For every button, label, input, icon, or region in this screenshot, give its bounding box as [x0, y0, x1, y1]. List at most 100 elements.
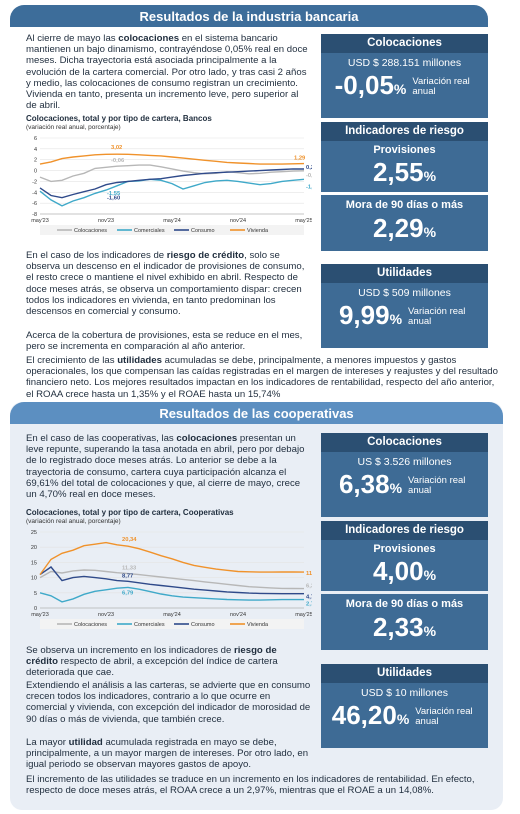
text-run: presentan un leve repunte, superando la …	[26, 433, 305, 501]
x-tick-label: nov'24	[230, 218, 246, 224]
card-subtitle: Mora de 90 días o más	[345, 598, 464, 610]
x-tick-label: may'25	[295, 612, 312, 618]
card-subtitle: Provisiones	[373, 144, 436, 156]
legend-label: Comerciales	[134, 228, 165, 234]
data-label: -0,06	[111, 158, 125, 164]
series-line-comerciales	[39, 586, 304, 603]
text-run: acumulada registrada en mayo se debe, pr…	[26, 737, 309, 771]
text-run: , solo se observa un descenso en el indi…	[26, 250, 305, 318]
card-value: -0,05%	[334, 70, 407, 100]
text-run: en el sistema bancario mantienen un bajo…	[26, 33, 308, 112]
bank-risk-paragraph: En el caso de los indicadores de riesgo …	[26, 250, 311, 317]
card-value: 2,55%	[372, 157, 437, 187]
coop-section-header: Resultados de las cooperativas	[10, 402, 503, 424]
coop-mora-card: Mora de 90 días o más 2,33%	[321, 594, 488, 650]
bold-text: utilidad	[68, 737, 103, 748]
y-tick-label: 15	[31, 560, 37, 566]
data-label: 20,34	[122, 537, 137, 543]
bank-utilidades-card: Utilidades USD $ 509 millones 9,99% Vari…	[321, 264, 488, 348]
text-run: Al cierre de mayo las	[26, 33, 119, 44]
coop-utilities-paragraph: La mayor utilidad acumulada registrada e…	[26, 737, 311, 771]
data-label: -1,60	[107, 196, 120, 202]
text-run: En el caso de las cooperativas, las	[26, 433, 177, 444]
coop-colocaciones-card: Colocaciones US $ 3.526 millones 6,38% V…	[321, 433, 488, 517]
data-label: 11,33	[122, 566, 137, 572]
card-title: Utilidades	[321, 664, 488, 683]
card-title: Colocaciones	[321, 34, 488, 53]
card-value-label: Variación real anual	[408, 475, 466, 496]
card-subtitle: Provisiones	[373, 543, 436, 555]
y-tick-label: 4	[34, 147, 37, 153]
x-tick-label: may'24	[163, 218, 181, 224]
data-label: 3,02	[111, 145, 122, 151]
bank-section-title: Resultados de la industria bancaria	[139, 8, 359, 24]
data-label: 1,29	[294, 156, 306, 162]
x-tick-label: may'23	[31, 612, 49, 618]
bank-section-header: Resultados de la industria bancaria	[10, 5, 488, 27]
bank-intro-paragraph: Al cierre de mayo las colocaciones en el…	[26, 33, 311, 111]
card-value: 6,38%	[338, 469, 403, 499]
card-value-label: Variación real anual	[415, 706, 473, 727]
coop-risk-paragraph: Se observa un incremento en los indicado…	[26, 645, 311, 679]
y-tick-label: 10	[31, 576, 37, 582]
card-amount: US $ 3.526 millones	[357, 456, 452, 468]
y-tick-label: -8	[32, 212, 37, 218]
card-title: Colocaciones	[321, 433, 488, 452]
y-tick-label: 0	[34, 606, 37, 612]
y-tick-label: 20	[31, 545, 37, 551]
series-line-comerciales	[39, 178, 305, 207]
coop-section-title: Resultados de las cooperativas	[159, 405, 354, 421]
data-label: -0,05	[306, 173, 312, 179]
card-amount: USD $ 10 millones	[361, 687, 448, 699]
bold-text: colocaciones	[118, 33, 180, 44]
bank-colocaciones-card: Colocaciones USD $ 288.151 millones -0,0…	[321, 34, 488, 118]
card-title: Indicadores de riesgo	[321, 521, 488, 540]
card-amount: USD $ 509 millones	[358, 287, 451, 299]
coop-chart: 0 5 10 15 20 25 may'23 nov'23 may'24 nov'24 may'25…	[31, 530, 312, 629]
bank-risk-card: Indicadores de riesgo Provisiones 2,55%	[321, 122, 488, 192]
data-label: -1,55	[107, 191, 121, 197]
data-label: 11,82	[306, 571, 312, 577]
legend-label: Colocaciones	[74, 622, 107, 628]
coop-chart-subtitle: (variación real anual, porcentaje)	[26, 518, 121, 525]
card-value-label: Variación real anual	[408, 306, 466, 327]
x-tick-label: nov'24	[230, 612, 246, 618]
x-tick-label: nov'23	[98, 612, 114, 618]
card-value: 9,99%	[338, 300, 403, 330]
bold-text: colocaciones	[176, 433, 238, 444]
legend-label: Consumo	[191, 622, 215, 628]
text-run: En el caso de los indicadores de	[26, 250, 167, 261]
data-label: 6,38	[306, 584, 312, 590]
y-tick-label: 6	[34, 136, 37, 142]
series-line-colocaciones	[39, 569, 305, 590]
text-run: La mayor	[26, 737, 69, 748]
bank-chart-title: Colocaciones, total y por tipo de carter…	[26, 114, 212, 123]
y-tick-label: 5	[34, 591, 37, 597]
series-line-consumo	[39, 566, 304, 595]
legend-label: Colocaciones	[74, 228, 107, 234]
coop-intro-paragraph: En el caso de las cooperativas, las colo…	[26, 433, 311, 500]
data-label: 8,77	[122, 573, 133, 579]
card-value: 2,33%	[372, 612, 437, 642]
text-run: respecto de abril, a excepción del índic…	[26, 656, 278, 679]
card-title: Utilidades	[321, 264, 488, 283]
card-value-label: Variación real anual	[412, 76, 470, 97]
x-tick-label: may'24	[163, 612, 181, 618]
legend-label: Comerciales	[134, 622, 165, 628]
coop-utilidades-card: Utilidades USD $ 10 millones 46,20% Vari…	[321, 664, 488, 748]
series-line-colocaciones	[39, 164, 305, 183]
bold-text: utilidades	[117, 355, 162, 366]
card-subtitle: Mora de 90 días o más	[345, 199, 464, 211]
data-label: 6,79	[122, 590, 134, 596]
y-tick-label: 0	[34, 169, 37, 175]
card-title: Indicadores de riesgo	[321, 122, 488, 141]
bank-chart-subtitle: (variación real anual, porcentaje)	[26, 124, 121, 131]
y-tick-label: -6	[32, 201, 37, 207]
y-tick-label: -2	[32, 179, 37, 185]
x-tick-label: may'25	[295, 218, 312, 224]
text-run: acumuladas se debe, principalmente, a me…	[26, 355, 498, 400]
legend-label: Vivienda	[247, 228, 269, 234]
y-tick-label: 25	[31, 530, 37, 536]
legend-label: Consumo	[191, 228, 215, 234]
legend-box	[40, 225, 304, 235]
